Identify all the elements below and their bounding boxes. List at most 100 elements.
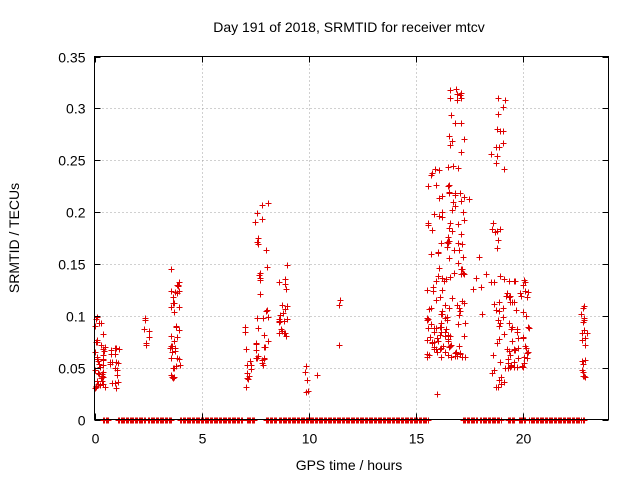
data-point [524,294,531,301]
data-point [172,345,179,352]
data-point [431,325,438,332]
data-point [515,355,522,362]
data-point [252,219,259,226]
data-point [446,255,453,262]
data-point [501,166,508,173]
data-point [244,375,251,382]
data-point [439,214,446,221]
data-point [146,334,153,341]
data-point [522,288,529,295]
data-point [520,364,527,371]
data-point [439,193,446,200]
data-point [436,265,443,272]
data-point [446,225,453,232]
data-point [508,362,515,369]
data-point [284,316,291,323]
data-point [457,308,464,315]
data-point [94,354,101,361]
data-point [497,273,504,280]
data-point [337,297,344,304]
data-point [263,308,270,315]
data-point [260,315,267,322]
data-point [95,358,102,365]
data-point [447,274,454,281]
data-point [113,385,120,392]
data-point [461,217,468,224]
data-point [507,293,514,300]
data-point [502,97,509,104]
data-point [434,391,441,398]
data-point [581,327,588,334]
data-point [447,142,454,149]
data-point [483,271,490,278]
data-point [304,377,311,384]
data-point [500,128,507,135]
data-point [446,182,453,189]
x-tick-label: 5 [199,431,207,447]
data-point [494,126,501,133]
data-point [168,304,175,311]
data-point [431,344,438,351]
data-point [446,305,453,312]
data-point [435,273,442,280]
data-point [114,372,121,379]
data-point [454,91,461,98]
data-point [92,323,99,330]
data-point [447,333,454,340]
data-point [169,349,176,356]
data-point [244,362,251,369]
data-point [504,290,511,297]
data-point [456,247,463,254]
data-point [509,338,516,345]
data-point [523,345,530,352]
data-point [433,278,440,285]
data-point [580,369,587,376]
data-point [493,307,500,314]
data-point [177,362,184,369]
data-point [277,312,284,319]
data-point [113,345,120,352]
data-point [458,198,465,205]
data-point [580,361,587,368]
data-point [445,234,452,241]
data-point [505,365,512,372]
data-point [425,316,432,323]
data-point [490,352,497,359]
data-point [245,376,252,383]
data-point [452,120,459,127]
data-point [96,320,103,327]
data-point [439,275,446,282]
data-point [95,381,102,388]
data-point [425,183,432,190]
data-point [94,378,101,385]
data-point [264,307,271,314]
data-point [174,334,181,341]
data-point [435,249,442,256]
x-axis-label: GPS time / hours [296,457,403,473]
data-point [171,309,178,316]
data-point [447,87,454,94]
data-point [526,325,533,332]
data-point [447,220,454,227]
data-point [493,160,500,167]
data-point [579,358,586,365]
data-point [168,417,175,424]
data-point [455,240,462,247]
data-point [460,209,467,216]
x-tick-label: 10 [302,431,318,447]
data-point [265,338,272,345]
data-point [461,333,468,340]
data-point [498,417,505,424]
data-point [261,332,268,339]
data-point [445,338,452,345]
data-point [581,417,588,424]
data-point [449,138,456,145]
data-point [466,196,473,203]
data-point [425,325,432,332]
data-point [442,349,449,356]
y-tick-label: 0.35 [58,50,85,66]
data-point [436,213,443,220]
data-point [461,136,468,143]
data-point [461,194,468,201]
data-point [255,325,262,332]
